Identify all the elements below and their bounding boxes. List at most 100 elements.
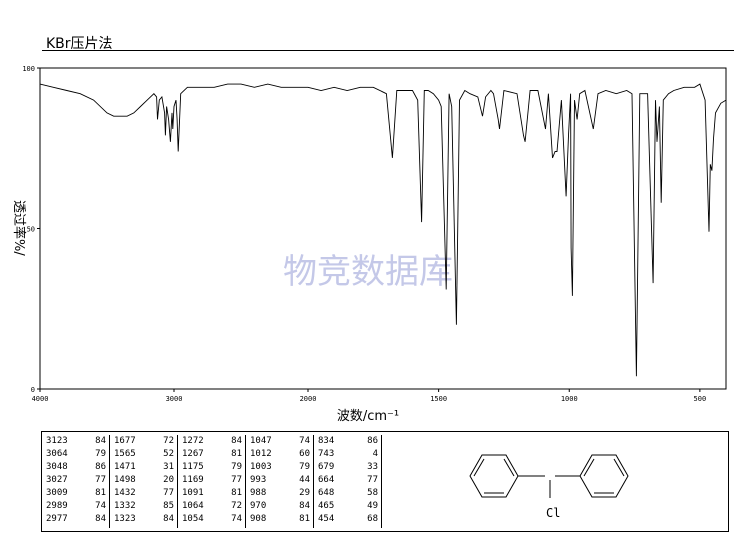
peak-row: 648 58 [314,487,381,500]
peak-wavenumber: 3064 [46,449,68,459]
x-tick-label: 2000 [300,395,317,403]
peak-transmittance: 68 [367,514,378,524]
peak-transmittance: 20 [163,475,174,485]
peak-row: 3048 86 [42,461,109,474]
peak-row: 908 81 [246,513,313,526]
peak-transmittance: 29 [299,488,310,498]
peak-transmittance: 86 [95,462,106,472]
peak-wavenumber: 1169 [182,475,204,485]
peak-table-column: 1272 84 1267 81 1175 79 1169 77 1091 81 1064 72 1054… [178,435,246,528]
peak-wavenumber: 3048 [46,462,68,472]
peak-wavenumber: 908 [250,514,267,524]
peak-transmittance: 84 [231,436,242,446]
peak-row: 1175 79 [178,461,245,474]
peak-wavenumber: 1332 [114,501,136,511]
peak-transmittance: 79 [95,449,106,459]
peak-transmittance: 77 [163,488,174,498]
peak-transmittance: 77 [367,475,378,485]
x-tick-label: 3000 [166,395,183,403]
molecule-structure: Cl [469,454,629,520]
y-tick-label: 0 [31,386,35,394]
peak-transmittance: 79 [299,462,310,472]
peak-row: 465 49 [314,500,381,513]
peak-row: 1091 81 [178,487,245,500]
peak-wavenumber: 1091 [182,488,204,498]
peak-wavenumber: 3009 [46,488,68,498]
peak-transmittance: 81 [231,449,242,459]
peak-wavenumber: 1003 [250,462,272,472]
peak-transmittance: 81 [95,488,106,498]
peak-row: 1498 20 [110,474,177,487]
peak-transmittance: 85 [163,501,174,511]
peak-transmittance: 77 [95,475,106,485]
peak-transmittance: 72 [163,436,174,446]
peak-wavenumber: 1323 [114,514,136,524]
peak-wavenumber: 1498 [114,475,136,485]
peak-row: 1272 84 [178,435,245,448]
left-phenyl-ring [469,454,519,498]
watermark: 物竞数据库 [283,252,453,292]
peak-row: 993 44 [246,474,313,487]
peak-row: 1323 84 [110,513,177,526]
peak-transmittance: 81 [299,514,310,524]
peak-wavenumber: 664 [318,475,335,485]
peak-wavenumber: 465 [318,501,335,511]
peak-table-column: 834 86 743 4 679 33 664 77 648 58 465 49 454 68 [314,435,382,528]
peak-row: 1267 81 [178,448,245,461]
peak-table-column: 1047 74 1012 60 1003 79 993 44 988 29 970 84 908 81 [246,435,314,528]
peak-wavenumber: 1064 [182,501,204,511]
peak-wavenumber: 1677 [114,436,136,446]
peak-row: 3027 77 [42,474,109,487]
peak-row: 743 4 [314,448,381,461]
chlorine-label: Cl [546,506,560,520]
plot-frame [39,67,727,390]
right-phenyl-ring [579,454,629,498]
peak-transmittance: 77 [231,475,242,485]
peak-wavenumber: 743 [318,449,335,459]
peak-row: 834 86 [314,435,381,448]
peak-transmittance: 84 [95,436,106,446]
peak-row: 1003 79 [246,461,313,474]
peak-wavenumber: 970 [250,501,267,511]
x-axis-label: 波数/cm⁻¹ [337,409,399,424]
y-axis-ticks: 0 50 100 [22,65,40,394]
x-tick-label: 1500 [430,395,447,403]
peak-transmittance: 44 [299,475,310,485]
peak-row: 664 77 [314,474,381,487]
series-line-spectrum [39,83,727,377]
peak-row: 3009 81 [42,487,109,500]
peak-row: 2989 74 [42,500,109,513]
peak-transmittance: 74 [231,514,242,524]
peak-row: 1471 31 [110,461,177,474]
peak-row: 3123 84 [42,435,109,448]
x-axis-ticks: 4000 3000 2000 1500 1000 500 [32,389,706,403]
peak-row: 679 33 [314,461,381,474]
peak-wavenumber: 834 [318,436,335,446]
ir-spectrum-chart: 物竞数据库 0 50 100 4000 3000 2000 1500 1000 500 波数/… [11,65,727,424]
peak-transmittance: 84 [95,514,106,524]
x-tick-label: 4000 [32,395,49,403]
peak-transmittance: 4 [372,449,378,459]
peak-row: 1012 60 [246,448,313,461]
peak-transmittance: 81 [231,488,242,498]
peak-wavenumber: 1471 [114,462,136,472]
peak-wavenumber: 1054 [182,514,204,524]
peak-transmittance: 58 [367,488,378,498]
peak-transmittance: 74 [299,436,310,446]
peak-transmittance: 79 [231,462,242,472]
peak-wavenumber: 679 [318,462,335,472]
peak-transmittance: 52 [163,449,174,459]
title-underline [42,50,734,51]
method-label: KBr压片法 [46,36,113,52]
peak-wavenumber: 648 [318,488,335,498]
peak-table-column: 1677 72 1565 52 1471 31 1498 20 1432 77 1332 85 1323… [110,435,178,528]
peak-wavenumber: 2989 [46,501,68,511]
peak-transmittance: 31 [163,462,174,472]
peak-table: 3123 84 3064 79 3048 86 3027 77 3009 81 2989 74 2977… [41,431,729,532]
peak-row: 1054 74 [178,513,245,526]
peak-row: 1432 77 [110,487,177,500]
peak-wavenumber: 1047 [250,436,272,446]
peak-row: 1677 72 [110,435,177,448]
peak-transmittance: 84 [299,501,310,511]
peak-wavenumber: 1267 [182,449,204,459]
